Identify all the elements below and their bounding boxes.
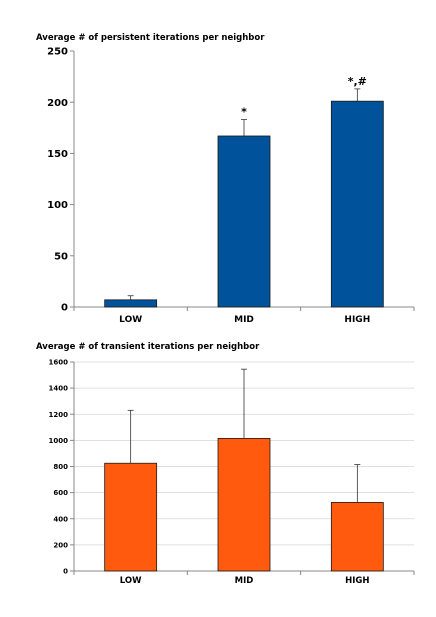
c2-ytick-label-1: 200 [53,541,68,549]
c1-ytick-label-0: 0 [61,303,68,314]
c2-ytick-label-8: 1600 [49,359,69,367]
c2-ytick-label-2: 400 [53,515,68,523]
c2-bar-low [104,462,158,572]
c1-bar-high [330,100,384,308]
c2-ytick-label-0: 0 [63,568,68,576]
c1-category-label-low: LOW [119,315,142,325]
c1-ytick-label-5: 250 [47,47,68,58]
c1-ytick-label-4: 200 [47,98,68,109]
c2-bar-mid [217,438,271,572]
c2-category-label-low: LOW [120,576,142,586]
c1-ytick-label-3: 150 [47,149,68,160]
c2-ytick-label-7: 1400 [49,385,69,393]
c2-category-label-high: HIGH [345,576,369,586]
c2-ytick-label-4: 800 [53,463,68,471]
c2-bar-high [330,502,384,572]
c1-category-label-mid: MID [234,315,254,325]
c2-ytick-label-3: 600 [53,489,68,497]
c1-ytick-label-1: 50 [54,251,68,262]
chart-1-title: Average # of persistent iterations per n… [36,33,265,43]
c1-category-label-high: HIGH [344,315,370,325]
c2-ytick-label-6: 1200 [49,411,69,419]
c1-bar-low [104,299,158,308]
c2-ytick-label-5: 1000 [49,437,69,445]
c1-ytick-label-2: 100 [47,200,68,211]
c1-annotation-high: *,# [348,75,367,88]
c1-bar-mid [217,135,271,308]
chart-2-title: Average # of transient iterations per ne… [36,342,260,352]
c1-annotation-mid: * [241,106,247,119]
c2-category-label-mid: MID [235,576,254,586]
